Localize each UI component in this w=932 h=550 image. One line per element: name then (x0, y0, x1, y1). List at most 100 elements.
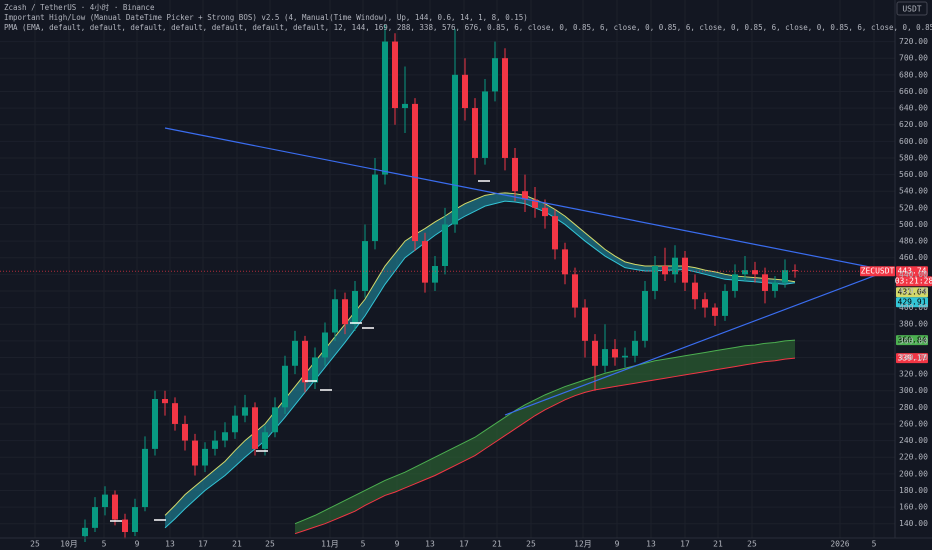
x-tick-label: 21 (492, 540, 502, 549)
candle-body (672, 257, 678, 275)
x-tick-label: 2026 (830, 540, 849, 549)
candle-body (192, 440, 198, 466)
y-tick-label: 340.00 (899, 353, 928, 362)
candle-body (172, 403, 178, 424)
drawings (110, 127, 896, 522)
candle-body (742, 270, 748, 275)
y-tick-label: 420.00 (899, 286, 928, 295)
trend-line (504, 267, 896, 416)
candle-body (642, 290, 648, 341)
candle-body (712, 307, 718, 316)
candle-body (462, 74, 468, 109)
candle-body (442, 224, 448, 267)
candle-body (722, 290, 728, 316)
price-tag (896, 287, 928, 298)
price-tag (896, 276, 932, 287)
y-tick-label: 700.00 (899, 54, 928, 63)
candle-body (282, 365, 288, 408)
x-tick-label: 11月 (321, 540, 339, 549)
y-tick-label: 400.00 (899, 303, 928, 312)
candle-body (452, 74, 458, 225)
x-tick-label: 21 (232, 540, 242, 549)
header-line: PMA (EMA, default, default, default, def… (4, 23, 932, 32)
y-tick-label: 520.00 (899, 203, 928, 212)
band-line (294, 357, 796, 535)
x-tick-label: 5 (102, 540, 107, 549)
candle-body (472, 108, 478, 158)
candle-body (652, 266, 658, 291)
candle-body (752, 270, 758, 275)
candle-body (122, 519, 128, 533)
y-tick-label: 460.00 (899, 253, 928, 262)
candle-body (142, 448, 148, 508)
candle-body (242, 407, 248, 416)
y-tick-label: 640.00 (899, 104, 928, 113)
candle-body (662, 266, 668, 275)
x-tick-label: 9 (615, 540, 620, 549)
price-tag (896, 266, 928, 277)
candle-body (432, 266, 438, 283)
candle-body (292, 340, 298, 366)
candle-body (772, 282, 778, 291)
price-tag-label: 431.04 (898, 288, 927, 297)
candle-body (542, 207, 548, 217)
price-tag (896, 335, 928, 346)
header-line: Important High/Low (Manual DateTime Pick… (4, 13, 528, 22)
price-tag-label: 339.17 (898, 354, 927, 363)
candle-body (392, 41, 398, 109)
y-tick-label: 360.00 (899, 336, 928, 345)
x-tick-label: 17 (198, 540, 208, 549)
candle-body (252, 407, 258, 449)
candle-body (152, 399, 158, 449)
y-tick-label: 380.00 (899, 320, 928, 329)
price-tag (860, 266, 895, 277)
price-tag (896, 353, 928, 364)
y-tick-label: 300.00 (899, 386, 928, 395)
candle-body (602, 349, 608, 366)
x-tick-label: 17 (459, 540, 469, 549)
x-tick-label: 17 (680, 540, 690, 549)
candle-body (402, 103, 408, 109)
candle-body (232, 415, 238, 433)
y-tick-label: 260.00 (899, 419, 928, 428)
y-tick-label: 540.00 (899, 187, 928, 196)
currency-button[interactable] (896, 1, 928, 16)
candle-body (782, 270, 788, 283)
candle-body (162, 399, 168, 404)
candle-body (132, 507, 138, 533)
price-tags: ZECUSDT 443.7403:21:28431.04429.91360.843… (860, 266, 932, 364)
candle-body (692, 282, 698, 300)
candle-body (702, 299, 708, 308)
candle-body (182, 423, 188, 441)
candle-body (272, 407, 278, 433)
candle-body (422, 241, 428, 283)
candle-body (312, 357, 318, 383)
y-tick-label: 600.00 (899, 137, 928, 146)
x-tick-label: 25 (265, 540, 275, 549)
candle-body (112, 494, 118, 520)
header-line: Zcash / TetherUS · 4小时 · Binance (4, 2, 155, 12)
candle-body (342, 299, 348, 325)
header: Zcash / TetherUS · 4小时 · BinanceImportan… (4, 2, 932, 32)
x-tick-label: 25 (747, 540, 757, 549)
candle-body (792, 270, 798, 272)
price-tag-label: ZECUSDT (861, 267, 895, 276)
y-tick-label: 720.00 (899, 37, 928, 46)
price-tag-label: 360.84 (898, 336, 927, 345)
candle-body (262, 432, 268, 449)
candle-body (732, 274, 738, 291)
price-tag-label: 03:21:28 (895, 277, 932, 286)
x-tick-label: 13 (646, 540, 656, 549)
candle-body (582, 307, 588, 341)
y-tick-label: 620.00 (899, 120, 928, 129)
price-tag-label: 443.74 (898, 267, 927, 276)
candle-body (352, 290, 358, 325)
candle-body (102, 494, 108, 508)
currency[interactable]: USDT (902, 5, 921, 14)
y-tick-label: 680.00 (899, 70, 928, 79)
band-line (294, 339, 796, 525)
candle-body (332, 299, 338, 333)
candle-body (522, 191, 528, 200)
candle-body (362, 241, 368, 291)
